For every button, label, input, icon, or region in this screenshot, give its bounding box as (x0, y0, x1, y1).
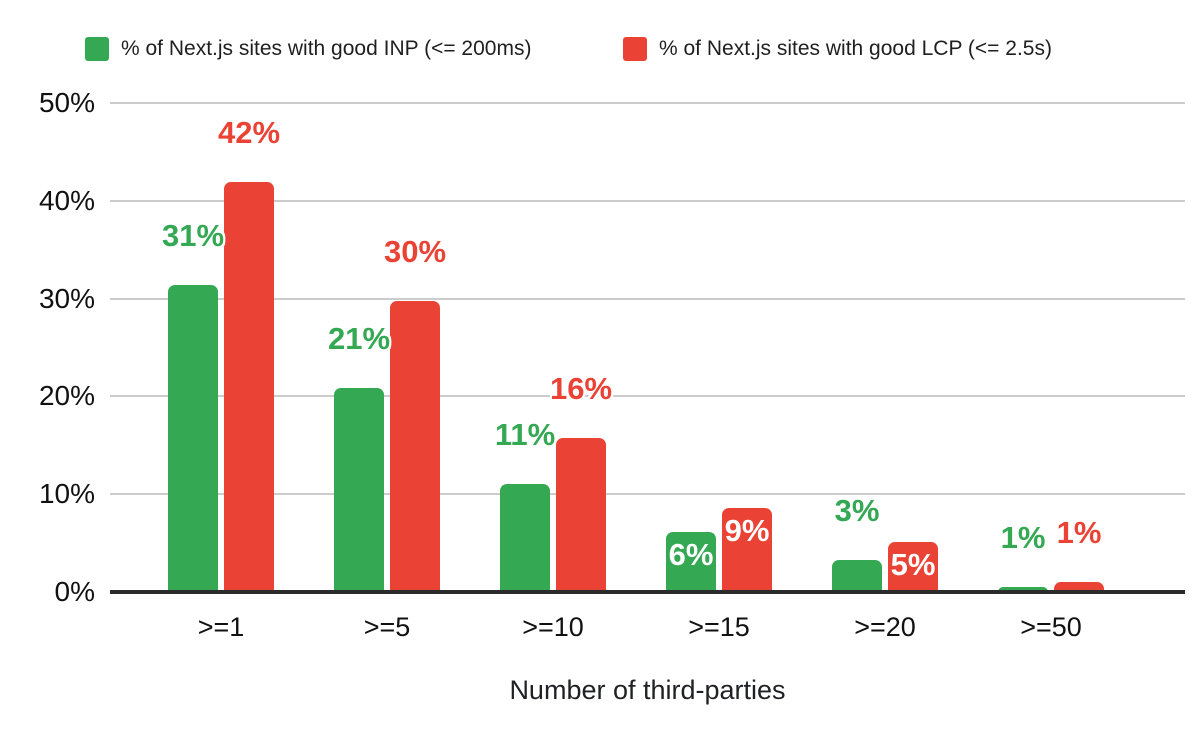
bar-inp-ge15: 6% (666, 532, 716, 592)
gridline (110, 199, 1185, 202)
bar-lcp-ge1 (224, 182, 274, 592)
legend-item-lcp: % of Next.js sites with good LCP (<= 2.5… (623, 37, 1052, 61)
y-tick-label: 30% (38, 282, 95, 314)
bar-value-label-inp-ge20: 3% (834, 492, 880, 528)
x-tick-label: >=10 (522, 612, 584, 642)
legend-item-inp: % of Next.js sites with good INP (<= 200… (85, 37, 531, 61)
bar-value-label-lcp-ge15: 9% (724, 512, 770, 548)
y-tick-label: 40% (38, 184, 95, 216)
bar-inp-ge1 (168, 284, 218, 592)
y-tick-label: 0% (54, 576, 95, 607)
bar-value-label-inp-ge1: 31% (161, 217, 225, 253)
x-axis-line (110, 590, 1185, 594)
legend-label: % of Next.js sites with good LCP (<= 2.5… (659, 37, 1052, 60)
x-tick-label: >=5 (363, 612, 411, 642)
bar-inp-ge50 (998, 587, 1048, 592)
bar-lcp-ge15: 9% (722, 507, 772, 592)
y-tick-label: 50% (38, 87, 95, 118)
gridline (110, 297, 1185, 300)
bar-lcp-ge5 (390, 300, 440, 592)
legend-label: % of Next.js sites with good INP (<= 200… (121, 37, 532, 60)
x-tick-label: >=50 (1020, 612, 1082, 642)
y-tick-label: 10% (38, 478, 95, 510)
bar-inp-ge5 (334, 387, 384, 592)
gridline (110, 395, 1185, 398)
plot-area: 31% 42% 21% 30% 11% 16% 6% 9% 3% 5% 1% 1% (110, 102, 1185, 594)
x-tick-label: >=15 (688, 612, 750, 642)
gridline (110, 102, 1185, 104)
bar-value-label-inp-ge50: 1% (1000, 520, 1046, 556)
bar-value-label-lcp-ge5: 30% (383, 233, 447, 269)
bar-lcp-ge50 (1054, 582, 1104, 592)
gridline (110, 493, 1185, 496)
x-axis-ticks: >=1 >=5 >=10 >=15 >=20 >=50 (110, 612, 1185, 644)
bar-value-label-lcp-ge10: 16% (549, 371, 613, 407)
y-axis-ticks: 0% 10% 20% 30% 40% 50% (0, 87, 95, 607)
x-tick-label: >=1 (197, 612, 245, 642)
y-tick-label: 20% (38, 380, 95, 412)
bar-lcp-ge10 (556, 438, 606, 592)
bar-value-label-lcp-ge50: 1% (1056, 515, 1102, 551)
bar-inp-ge20 (832, 559, 882, 592)
bar-inp-ge10 (500, 484, 550, 592)
legend-swatch-icon (623, 37, 647, 61)
x-tick-label: >=20 (854, 612, 916, 642)
bar-value-label-inp-ge15: 6% (668, 537, 714, 573)
bar-lcp-ge20: 5% (888, 542, 938, 592)
bar-value-label-lcp-ge20: 5% (890, 547, 936, 583)
bar-value-label-lcp-ge1: 42% (217, 115, 281, 151)
bar-value-label-inp-ge10: 11% (494, 417, 556, 453)
x-axis-title: Number of third-parties (509, 675, 786, 705)
bar-value-label-inp-ge5: 21% (327, 320, 391, 356)
legend-swatch-icon (85, 37, 109, 61)
